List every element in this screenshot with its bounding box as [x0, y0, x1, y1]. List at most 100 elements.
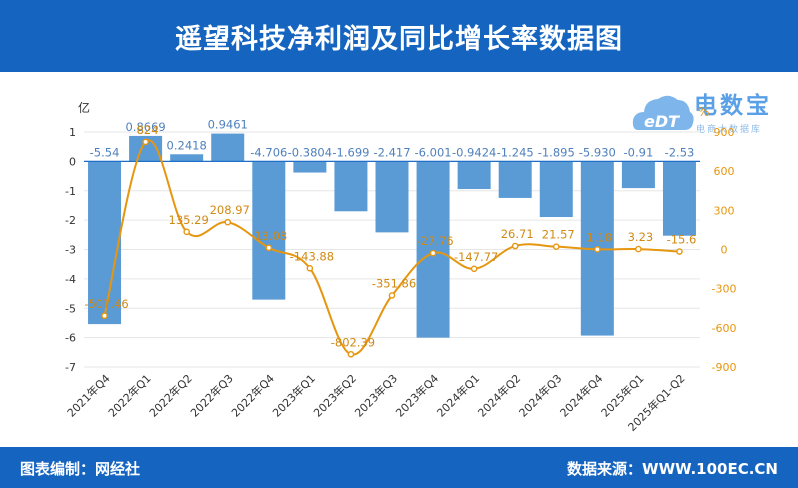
logo-brand-text: 电数宝: [694, 93, 772, 119]
bar: [457, 161, 491, 190]
bar-value-label: -1.245: [497, 145, 534, 159]
right-axis-tick-label: 600: [714, 165, 735, 178]
line-point: [470, 265, 478, 273]
right-axis-tick-label: -300: [712, 283, 737, 296]
category-tick-label: 2023年Q1: [269, 371, 318, 420]
left-axis-tick-label: -6: [65, 332, 76, 345]
right-axis-unit: %: [698, 105, 709, 119]
line-point: [224, 218, 232, 226]
right-axis-tick-label: -900: [712, 361, 737, 374]
right-axis-tick-label: 0: [721, 244, 728, 257]
bar: [88, 161, 122, 325]
line-value-label: 26.71: [501, 227, 534, 241]
category-tick-label: 2023年Q2: [311, 371, 360, 420]
category-tick-label: 2023年Q4: [393, 371, 442, 420]
bar: [211, 133, 245, 162]
bar-value-label: 0.9461: [208, 118, 248, 132]
line-point: [429, 249, 437, 257]
line-value-label: 21.57: [542, 228, 575, 242]
bar-value-label: -5.930: [579, 145, 616, 159]
line-value-label: -507.46: [84, 297, 128, 311]
bar-value-label: -4.706: [250, 145, 287, 159]
bar-value-label: -1.699: [332, 145, 369, 159]
svg-text:eDT: eDT: [644, 112, 680, 131]
bar: [293, 161, 327, 173]
line-value-label: -15.6: [667, 233, 697, 247]
cloud-logo-icon: eDT: [632, 95, 694, 131]
line-value-label: -143.88: [290, 249, 334, 263]
category-tick-label: 2024年Q2: [475, 371, 524, 420]
category-tick-label: 2024年Q4: [557, 371, 606, 420]
left-axis-tick-label: 0: [69, 155, 76, 168]
bar-value-label: -0.91: [624, 145, 654, 159]
bar-value-label: -5.54: [90, 145, 120, 159]
left-axis-tick-label: 1: [69, 126, 76, 139]
line-point: [101, 312, 108, 320]
line-value-label: 208.97: [210, 203, 250, 217]
category-tick-label: 2023年Q3: [352, 371, 401, 420]
line-point: [265, 244, 273, 252]
growth-rate-line: [103, 139, 680, 356]
bar: [539, 161, 573, 218]
line-value-label: -147.77: [454, 250, 498, 264]
line-point: [306, 264, 314, 272]
bar: [375, 161, 409, 233]
left-axis-tick-label: -2: [65, 214, 76, 227]
line-point: [183, 228, 190, 236]
line-value-label: 3.23: [628, 230, 654, 244]
category-tick-label: 2022年Q3: [187, 371, 236, 420]
bar: [170, 154, 204, 162]
line-value-label: 824: [137, 123, 159, 137]
line-point: [388, 292, 396, 299]
brand-logo: eDT 电数宝 电商大数据库: [632, 84, 798, 140]
left-axis-tick-label: -1: [65, 185, 76, 198]
line-point: [347, 350, 355, 358]
line-value-label: -27.76: [417, 234, 454, 248]
bar: [416, 161, 450, 338]
line-value-label: 13.08: [254, 229, 287, 243]
line-value-label: -802.39: [331, 335, 375, 349]
line-point: [594, 246, 601, 253]
title-bar: 遥望科技净利润及同比增长率数据图: [0, 0, 798, 72]
bar-value-label: -0.3804: [288, 145, 332, 159]
bar-value-label: 0.2418: [167, 138, 207, 152]
line-point: [511, 242, 519, 250]
left-axis-tick-label: -5: [65, 302, 76, 315]
right-axis-tick-label: 900: [714, 126, 735, 139]
bar-value-label: -2.53: [665, 145, 695, 159]
left-axis-tick-label: -7: [65, 361, 76, 374]
right-axis-tick-label: -600: [712, 322, 737, 335]
footer-bar: 图表编制：网经社 数据来源：WWW.100EC.CN: [0, 447, 798, 488]
left-axis-unit: 亿: [78, 100, 90, 115]
bar: [334, 161, 368, 212]
line-point: [142, 138, 149, 146]
footer-editor: 图表编制：网经社: [20, 460, 141, 478]
bar: [662, 161, 696, 236]
footer-source: 数据来源：WWW.100EC.CN: [567, 460, 778, 478]
category-tick-label: 2022年Q4: [228, 371, 277, 420]
category-tick-label: 2024年Q1: [434, 371, 483, 420]
line-point: [676, 248, 683, 255]
line-point: [635, 245, 642, 253]
bar-value-label: 0.8669: [125, 120, 165, 134]
category-tick-label: 2022年Q2: [146, 371, 195, 420]
bar: [252, 161, 286, 300]
bar-value-label: -1.895: [538, 145, 575, 159]
left-axis-tick-label: -3: [65, 244, 76, 257]
logo-sub-text: 电商大数据库: [696, 125, 763, 135]
line-point: [552, 243, 560, 250]
line-value-label: 1.18: [587, 230, 613, 244]
line-value-label: -351.86: [372, 276, 416, 290]
bar: [621, 161, 655, 189]
bar-value-label: -0.9424: [452, 145, 496, 159]
category-tick-label: 2021年Q4: [64, 371, 113, 420]
left-axis-tick-label: -4: [65, 273, 76, 286]
category-tick-label: 2024年Q3: [516, 371, 565, 420]
bar-value-label: -6.001: [415, 145, 452, 159]
category-tick-label: 2022年Q1: [105, 371, 154, 420]
line-value-label: 135.29: [169, 213, 209, 227]
bar: [498, 161, 532, 198]
chart-title: 遥望科技净利润及同比增长率数据图: [175, 23, 623, 55]
